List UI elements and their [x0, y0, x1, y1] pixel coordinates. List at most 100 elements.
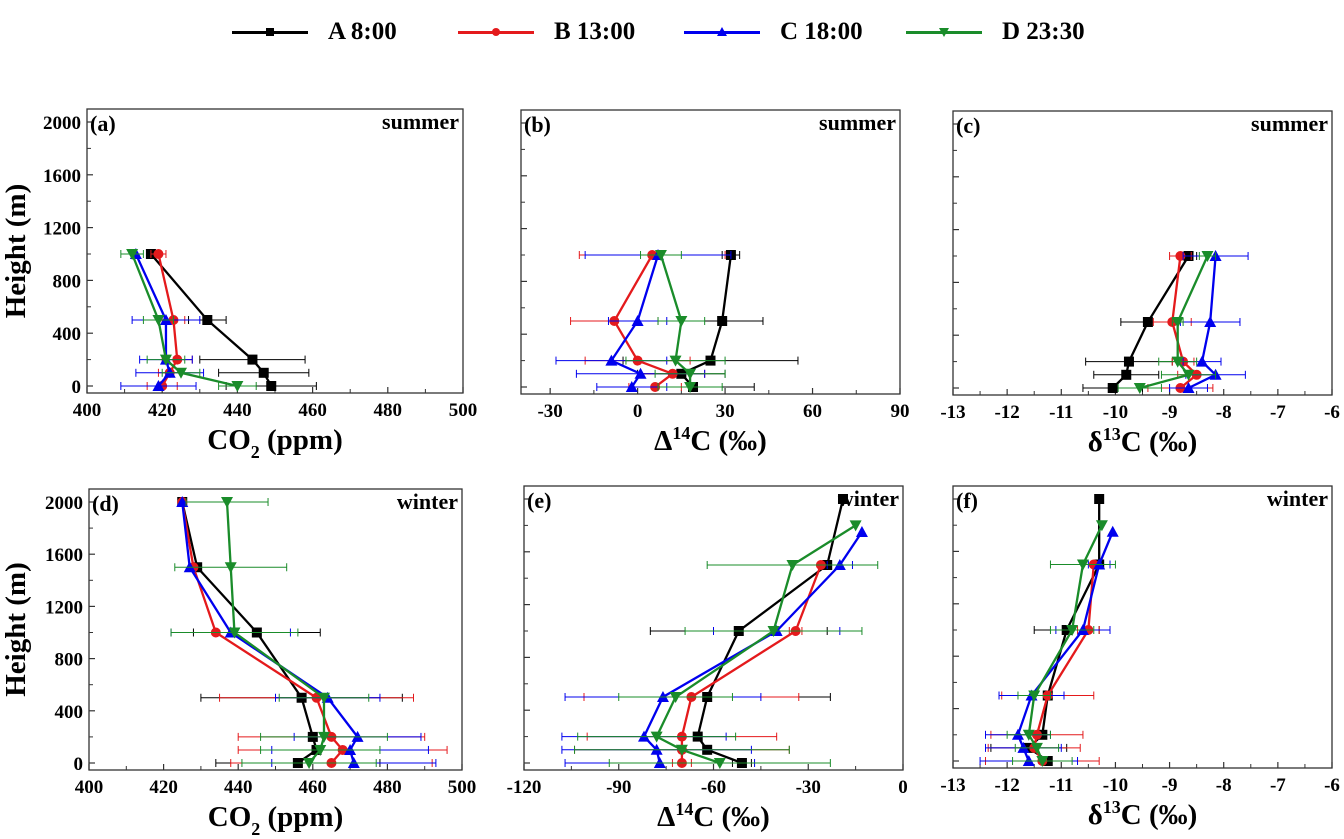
legend-line-d — [906, 27, 982, 37]
plot-frame — [952, 485, 1333, 769]
data-point — [605, 354, 618, 366]
data-point — [1036, 756, 1049, 767]
square-marker-icon — [266, 27, 274, 36]
y-tick-label: 2000 — [45, 493, 83, 514]
x-tick-label: -11 — [1049, 775, 1073, 796]
data-point — [1028, 690, 1041, 702]
panel-e: -120 -90 -60 -30 0 (e) winter Δ14C (‰) — [507, 485, 908, 833]
x-tick-label: 400 — [75, 777, 104, 798]
data-point — [231, 381, 244, 392]
data-point — [837, 494, 848, 504]
data-point — [1094, 494, 1105, 504]
series-d — [1006, 520, 1116, 767]
data-point — [153, 249, 164, 259]
legend-line-a — [232, 27, 308, 36]
x-axis-title: δ13C (‰) — [1088, 424, 1198, 458]
x-axis-title: Δ14C (‰) — [657, 799, 770, 833]
x-tick-label: 400 — [73, 400, 102, 421]
data-point — [1095, 520, 1108, 532]
data-point — [159, 354, 172, 366]
series-d — [120, 249, 257, 392]
x-tick-label: -12 — [994, 775, 1019, 796]
season-label: winter — [1267, 486, 1328, 511]
legend-label-a: A 8:00 — [328, 18, 397, 45]
data-point — [855, 526, 868, 537]
legend-label-d: D 23:30 — [1002, 18, 1085, 45]
legend-item-b: B 13:00 — [458, 14, 635, 50]
data-point — [152, 380, 165, 391]
data-point — [1182, 369, 1195, 381]
legend-item-a: A 8:00 — [232, 14, 397, 50]
data-point — [1076, 559, 1089, 571]
data-point — [654, 250, 667, 261]
x-tick-label: -10 — [1103, 402, 1128, 423]
x-tick-label: 500 — [448, 777, 477, 798]
data-point — [317, 731, 330, 743]
data-point — [126, 249, 139, 260]
data-point — [175, 367, 187, 379]
y-axis-title: Height (m) — [0, 184, 32, 319]
data-point — [684, 368, 697, 380]
season-label: winter — [397, 489, 458, 514]
data-point — [684, 382, 697, 393]
data-point — [1022, 729, 1035, 741]
y-tick-label: 400 — [53, 324, 82, 345]
x-tick-label: 30 — [716, 401, 735, 422]
data-point — [1030, 742, 1043, 754]
series-c — [979, 525, 1119, 766]
x-tick-label: 0 — [633, 401, 643, 422]
data-point — [314, 744, 327, 756]
data-point — [303, 758, 316, 769]
legend-label-c: C 18:00 — [780, 18, 863, 45]
panel-label: (a) — [90, 111, 116, 136]
panel-label: (f) — [956, 488, 978, 513]
x-tick-label: 480 — [373, 777, 402, 798]
data-point — [713, 758, 726, 769]
x-tick-label: 480 — [374, 400, 403, 421]
x-tick-label: -90 — [606, 777, 631, 798]
x-tick-label: -10 — [1103, 775, 1128, 796]
data-point — [258, 367, 269, 378]
data-point — [717, 316, 728, 326]
season-label: summer — [382, 109, 459, 134]
x-tick-label: 60 — [803, 401, 822, 422]
plot-frame — [952, 110, 1333, 396]
data-point — [675, 316, 688, 327]
data-point — [634, 367, 647, 379]
plot-frame — [88, 488, 463, 771]
x-tick-label: -30 — [537, 401, 562, 422]
data-point — [317, 692, 330, 704]
triangle-up-marker-icon — [717, 26, 727, 36]
data-point — [228, 627, 241, 639]
x-tick-label: -8 — [1216, 775, 1232, 796]
data-point — [247, 354, 258, 365]
x-axis-title: CO2 (ppm) — [207, 424, 342, 462]
x-axis-title: δ13C (‰) — [1088, 797, 1198, 831]
season-label: summer — [819, 110, 896, 135]
data-point — [767, 626, 780, 637]
circle-marker-icon — [492, 27, 500, 36]
y-tick-label: 1200 — [45, 597, 83, 618]
legend-line-b — [458, 27, 534, 36]
data-point — [1133, 383, 1146, 394]
data-point — [1066, 625, 1079, 636]
x-tick-label: -60 — [701, 777, 726, 798]
panel-label: (c) — [956, 113, 980, 138]
data-point — [1142, 317, 1153, 327]
x-tick-label: -13 — [940, 775, 965, 796]
y-tick-label: 1200 — [43, 219, 81, 240]
y-axis-title: Height (m) — [0, 562, 32, 697]
data-point — [650, 731, 663, 743]
x-tick-label: 420 — [148, 400, 177, 421]
data-point — [1171, 356, 1184, 368]
data-point — [202, 315, 213, 325]
legend: A 8:00 B 13:00 C 18:00 D 23:30 — [0, 0, 1344, 70]
legend-label-b: B 13:00 — [554, 18, 636, 45]
x-tick-label: 420 — [149, 777, 178, 798]
data-point — [1107, 383, 1118, 393]
x-tick-label: -120 — [507, 777, 542, 798]
data-point — [221, 497, 234, 508]
triangle-down-marker-icon — [939, 27, 949, 37]
